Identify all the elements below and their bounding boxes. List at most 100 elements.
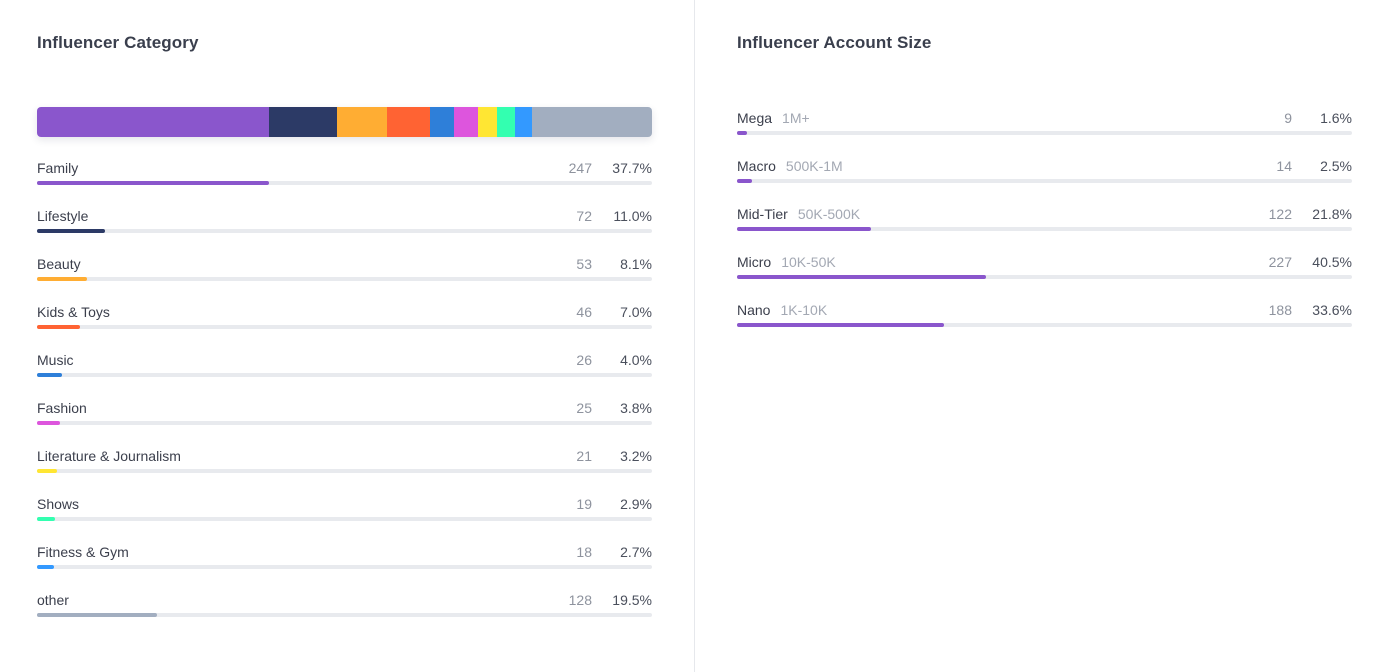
account-size-count: 188 <box>1268 302 1292 318</box>
category-progress-fill <box>37 469 57 473</box>
category-label: other <box>37 592 69 608</box>
category-row: Shows 19 2.9% <box>37 496 652 544</box>
account-size-label: Nano 1K-10K <box>737 302 827 318</box>
panel-divider <box>694 0 695 672</box>
account-size-progress-fill <box>737 227 872 231</box>
category-progress-track <box>37 181 652 185</box>
account-size-row: Mid-Tier 50K-500K 122 21.8% <box>737 206 1352 254</box>
stack-segment <box>386 107 430 137</box>
category-progress-track <box>37 565 652 569</box>
category-row: Fashion 25 3.8% <box>37 400 652 448</box>
account-size-name: Micro <box>737 254 772 270</box>
category-progress-fill <box>37 277 87 281</box>
influencer-category-panel: Influencer Category Family 247 37.7% Lifest… <box>0 0 694 672</box>
category-percent: 19.5% <box>612 592 652 608</box>
category-percent: 37.7% <box>612 160 652 176</box>
account-size-range: 1M+ <box>782 110 810 126</box>
category-progress-track <box>37 517 652 521</box>
category-label: Shows <box>37 496 80 512</box>
account-size-progress-track <box>737 131 1352 135</box>
account-size-progress-track <box>737 227 1352 231</box>
account-size-progress-fill <box>737 179 753 183</box>
stack-segment <box>531 107 652 137</box>
category-count: 21 <box>576 448 592 464</box>
category-progress-track <box>37 325 652 329</box>
category-count: 128 <box>568 592 592 608</box>
category-row: Literature & Journalism 21 3.2% <box>37 448 652 496</box>
category-row: Family 247 37.7% <box>37 160 652 208</box>
category-progress-track <box>37 229 652 233</box>
account-size-count: 9 <box>1284 110 1292 126</box>
category-percent: 7.0% <box>620 304 652 320</box>
account-size-percent: 2.5% <box>1320 158 1352 174</box>
account-size-label: Mid-Tier 50K-500K <box>737 206 860 222</box>
account-size-count: 227 <box>1268 254 1292 270</box>
account-size-percent: 40.5% <box>1312 254 1352 270</box>
account-size-range: 500K-1M <box>785 158 843 174</box>
account-size-name: Macro <box>737 158 776 174</box>
category-stacked-bar <box>37 107 652 137</box>
account-size-name: Mid-Tier <box>737 206 788 222</box>
category-count: 46 <box>576 304 592 320</box>
account-size-row: Macro 500K-1M 14 2.5% <box>737 158 1352 206</box>
category-count: 26 <box>576 352 592 368</box>
category-list: Family 247 37.7% Lifestyle 72 11.0% Beauty 53 8.… <box>37 160 652 640</box>
category-progress-track <box>37 613 652 617</box>
stack-segment <box>497 107 516 137</box>
category-progress-fill <box>37 229 105 233</box>
stack-segment <box>336 107 387 137</box>
category-label: Beauty <box>37 256 81 272</box>
category-row: Lifestyle 72 11.0% <box>37 208 652 256</box>
category-progress-fill <box>37 517 55 521</box>
account-size-list: Mega 1M+ 9 1.6% Macro 500K-1M 14 2.5% Mid-Tier 50… <box>737 110 1352 350</box>
account-size-range: 50K-500K <box>797 206 861 222</box>
category-row: Fitness & Gym 18 2.7% <box>37 544 652 592</box>
account-size-row: Micro 10K-50K 227 40.5% <box>737 254 1352 302</box>
category-percent: 4.0% <box>620 352 652 368</box>
stack-segment <box>515 107 532 137</box>
category-progress-fill <box>37 325 81 329</box>
category-progress-fill <box>37 373 62 377</box>
category-row: Music 26 4.0% <box>37 352 652 400</box>
category-percent: 3.8% <box>620 400 652 416</box>
category-percent: 2.7% <box>620 544 652 560</box>
account-size-row: Nano 1K-10K 188 33.6% <box>737 302 1352 350</box>
category-count: 25 <box>576 400 592 416</box>
account-size-progress-track <box>737 179 1352 183</box>
stack-segment <box>269 107 337 137</box>
category-label: Fashion <box>37 400 87 416</box>
influencer-account-size-panel: Influencer Account Size Mega 1M+ 9 1.6% Macr… <box>695 0 1389 672</box>
category-count: 18 <box>576 544 592 560</box>
stack-segment <box>37 107 270 137</box>
panel-title: Influencer Account Size <box>737 33 932 52</box>
stack-segment <box>477 107 498 137</box>
account-size-label: Micro 10K-50K <box>737 254 836 270</box>
category-label: Lifestyle <box>37 208 89 224</box>
category-percent: 3.2% <box>620 448 652 464</box>
account-size-name: Nano <box>737 302 771 318</box>
category-percent: 11.0% <box>613 208 652 224</box>
account-size-row: Mega 1M+ 9 1.6% <box>737 110 1352 158</box>
account-size-range: 10K-50K <box>781 254 836 270</box>
category-progress-track <box>37 277 652 281</box>
account-size-percent: 21.8% <box>1312 206 1352 222</box>
account-size-progress-fill <box>737 131 747 135</box>
category-progress-fill <box>37 421 61 425</box>
category-count: 19 <box>576 496 592 512</box>
category-label: Literature & Journalism <box>37 448 181 464</box>
category-count: 72 <box>576 208 592 224</box>
account-size-label: Macro 500K-1M <box>737 158 843 174</box>
category-progress-track <box>37 373 652 377</box>
category-row: other 128 19.5% <box>37 592 652 640</box>
category-progress-fill <box>37 181 269 185</box>
category-progress-fill <box>37 565 54 569</box>
category-percent: 2.9% <box>620 496 652 512</box>
account-size-range: 1K-10K <box>780 302 828 318</box>
category-progress-fill <box>37 613 157 617</box>
category-row: Kids & Toys 46 7.0% <box>37 304 652 352</box>
account-size-count: 14 <box>1276 158 1292 174</box>
account-size-progress-fill <box>737 275 987 279</box>
category-label: Kids & Toys <box>37 304 110 320</box>
account-size-progress-track <box>737 275 1352 279</box>
category-percent: 8.1% <box>620 256 652 272</box>
